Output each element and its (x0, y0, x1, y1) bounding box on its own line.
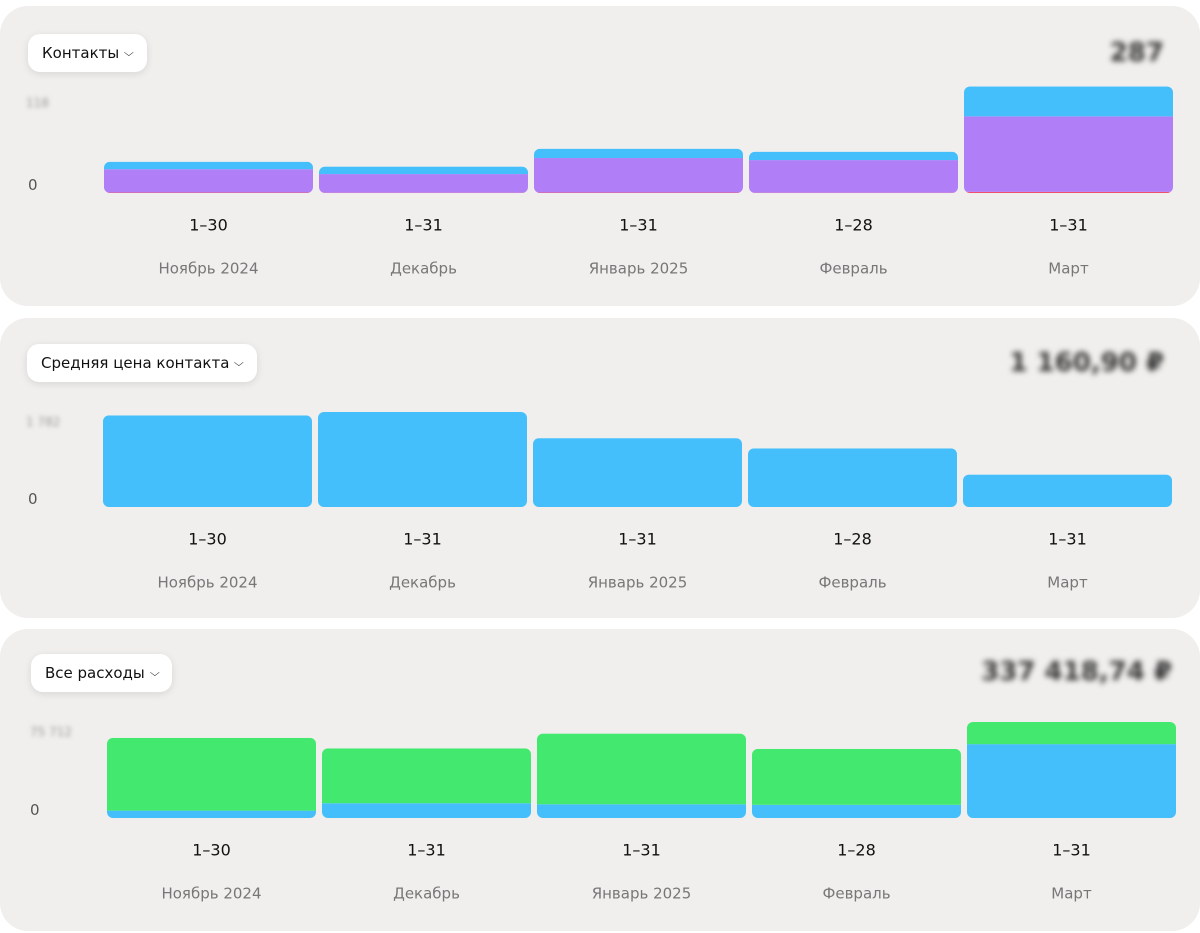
x-tick-month-label: Январь 2025 (588, 574, 688, 592)
bar-stack[interactable] (533, 438, 742, 507)
x-tick-month-label: Февраль (819, 260, 887, 278)
bar-stack[interactable] (537, 733, 746, 818)
bar-stack[interactable] (967, 722, 1176, 818)
chevron-down-icon: ⌵ (234, 357, 245, 369)
x-tick-range-label: 1–30 (189, 216, 228, 235)
chevron-down-icon: ⌵ (149, 667, 160, 679)
bar-stack[interactable] (752, 748, 961, 818)
bar-segment-1[interactable] (104, 169, 313, 193)
x-tick-range-label: 1–30 (192, 841, 231, 860)
x-tick-month-label: Декабрь (389, 574, 456, 592)
x-tick-month-label: Март (1051, 885, 1092, 903)
x-tick-month-label: Март (1048, 260, 1089, 278)
bar-segment-1[interactable] (967, 722, 1176, 745)
bar-segment-0[interactable] (533, 438, 742, 507)
x-tick-month-label: Март (1047, 574, 1088, 592)
y-max-label: 1 782 (26, 415, 61, 429)
metric-dropdown-contacts[interactable]: Контакты ⌵ (28, 34, 147, 72)
bar-segment-0[interactable] (748, 448, 957, 507)
x-tick-month-label: Ноябрь 2024 (161, 885, 261, 903)
contacts-panel: Контакты ⌵ 287 118 0 1–30 Ноябрь 2024 1–31… (0, 6, 1200, 306)
x-tick-range-label: 1–28 (837, 841, 876, 860)
x-tick-range-label: 1–28 (834, 216, 873, 235)
x-tick-range-label: 1–31 (1052, 841, 1091, 860)
bar-segment-2[interactable] (319, 166, 528, 175)
bar-segment-1[interactable] (322, 748, 531, 804)
x-tick-month-label: Ноябрь 2024 (158, 260, 258, 278)
x-tick-range-label: 1–31 (622, 841, 661, 860)
dropdown-label: Контакты (42, 44, 120, 62)
bar-stack[interactable] (963, 474, 1172, 507)
bar-stack[interactable] (322, 748, 531, 818)
bar-segment-1[interactable] (319, 174, 528, 193)
x-tick-month-label: Декабрь (393, 885, 460, 903)
expenses-chart: 1–30 Ноябрь 2024 1–31 Декабрь 1–31 Январь 202… (107, 722, 1176, 903)
x-tick-range-label: 1–31 (618, 530, 657, 549)
bar-segment-0[interactable] (537, 804, 746, 818)
metric-dropdown-avg-price[interactable]: Средняя цена контакта ⌵ (27, 344, 257, 382)
x-tick-range-label: 1–31 (619, 216, 658, 235)
x-tick-month-label: Январь 2025 (589, 260, 689, 278)
bar-stack[interactable] (749, 151, 958, 193)
bar-segment-1[interactable] (537, 733, 746, 805)
x-tick-month-label: Февраль (818, 574, 886, 592)
y-zero-label: 0 (28, 490, 38, 508)
y-zero-label: 0 (30, 801, 40, 819)
bar-segment-1[interactable] (964, 116, 1173, 192)
bar-segment-1[interactable] (107, 737, 316, 811)
total-value: 1 160,90 ₽ (1009, 348, 1164, 378)
bar-segment-2[interactable] (534, 148, 743, 159)
y-max-label: 118 (26, 96, 49, 110)
x-tick-month-label: Февраль (822, 885, 890, 903)
bar-stack[interactable] (318, 412, 527, 507)
x-tick-range-label: 1–28 (833, 530, 872, 549)
x-tick-range-label: 1–31 (404, 216, 443, 235)
total-value: 287 (1109, 38, 1164, 68)
bar-stack[interactable] (964, 86, 1173, 193)
bar-segment-0[interactable] (107, 810, 316, 818)
expenses-panel: Все расходы ⌵ 337 418,74 ₽ 75 712 0 1–30… (0, 629, 1200, 931)
dropdown-label: Средняя цена контакта (41, 354, 230, 372)
bar-segment-2[interactable] (964, 86, 1173, 117)
bar-segment-1[interactable] (752, 748, 961, 805)
contacts-chart: 1–30 Ноябрь 2024 1–31 Декабрь 1–31 Январь 202… (104, 86, 1173, 278)
x-tick-month-label: Ноябрь 2024 (157, 574, 257, 592)
x-tick-month-label: Январь 2025 (592, 885, 692, 903)
bar-segment-1[interactable] (534, 158, 743, 193)
y-max-label: 75 712 (30, 725, 72, 739)
x-tick-range-label: 1–31 (407, 841, 446, 860)
bar-stack[interactable] (534, 148, 743, 193)
bar-stack[interactable] (748, 448, 957, 507)
bar-segment-1[interactable] (749, 160, 958, 193)
x-tick-month-label: Декабрь (390, 260, 457, 278)
avg-price-panel: Средняя цена контакта ⌵ 1 160,90 ₽ 1 782… (0, 318, 1200, 618)
x-tick-range-label: 1–30 (188, 530, 227, 549)
dropdown-label: Все расходы (45, 664, 145, 682)
x-tick-range-label: 1–31 (1048, 530, 1087, 549)
bar-segment-0[interactable] (752, 804, 961, 818)
x-tick-range-label: 1–31 (1049, 216, 1088, 235)
metric-dropdown-expenses[interactable]: Все расходы ⌵ (31, 654, 173, 692)
chevron-down-icon: ⌵ (124, 47, 134, 59)
bar-segment-0[interactable] (967, 744, 1176, 818)
avg-price-chart: 1–30 Ноябрь 2024 1–31 Декабрь 1–31 Январь 202… (103, 412, 1172, 592)
bar-segment-2[interactable] (104, 161, 313, 170)
y-zero-label: 0 (28, 176, 38, 194)
bar-stack[interactable] (103, 415, 312, 507)
bar-stack[interactable] (319, 166, 528, 193)
bar-segment-0[interactable] (964, 191, 1173, 193)
bar-segment-0[interactable] (318, 412, 527, 507)
total-value: 337 418,74 ₽ (981, 657, 1172, 687)
bar-segment-0[interactable] (103, 415, 312, 507)
bar-segment-0[interactable] (963, 474, 1172, 507)
bar-stack[interactable] (104, 161, 313, 193)
bar-segment-0[interactable] (322, 803, 531, 818)
bar-segment-2[interactable] (749, 151, 958, 161)
x-tick-range-label: 1–31 (403, 530, 442, 549)
bar-stack[interactable] (107, 737, 316, 818)
